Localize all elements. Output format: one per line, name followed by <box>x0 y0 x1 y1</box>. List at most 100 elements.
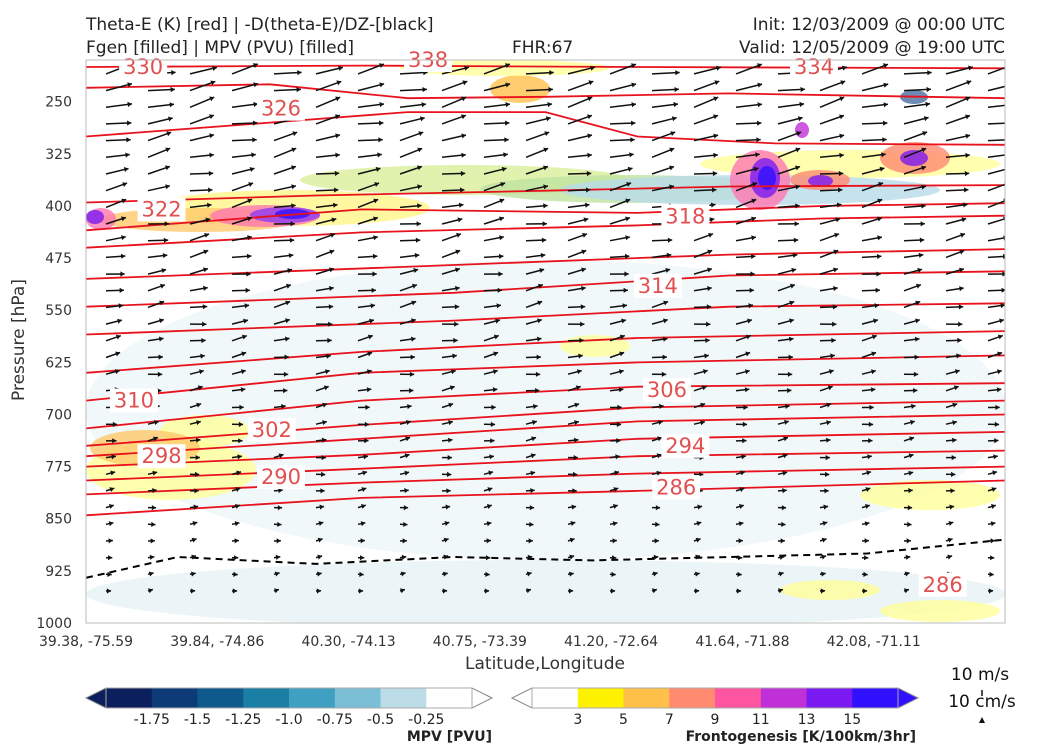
theta-e-line <box>86 413 1005 458</box>
wind-vector-head <box>316 588 322 594</box>
wind-vector-head <box>165 184 170 190</box>
wind-vector-head <box>366 387 372 393</box>
wind-vector-head <box>535 371 541 377</box>
wind-vectors <box>105 63 1014 594</box>
wind-vector-head <box>125 152 130 158</box>
x-axis-label: Latitude,Longitude <box>465 654 625 674</box>
wind-vector-head <box>292 131 298 137</box>
wind-vector <box>651 103 679 109</box>
wind-vector <box>105 82 133 92</box>
x-tick-label: 42.08, -71.11 <box>827 634 921 650</box>
wind-vector-head <box>530 453 536 459</box>
colorbar-segment <box>806 688 853 708</box>
wind-vector-head <box>191 537 197 543</box>
wind-vector-head <box>238 438 243 444</box>
colorbar-outline <box>105 687 473 709</box>
wind-vector <box>945 66 973 75</box>
wind-vector-head <box>836 202 842 208</box>
wind-vector-head <box>661 371 667 377</box>
wind-vector <box>399 103 427 109</box>
wind-vector-head <box>833 249 839 255</box>
wind-vector-head <box>709 217 715 223</box>
wind-vector <box>315 80 342 92</box>
wind-vector <box>231 103 259 109</box>
wind-vector-head <box>210 80 216 86</box>
wind-vector-head <box>670 131 676 136</box>
wind-vector-head <box>288 253 294 259</box>
wind-vector-head <box>412 283 417 289</box>
wind-vector-head <box>702 369 708 375</box>
wind-vector-head <box>369 318 374 324</box>
wind-vector-head <box>1009 63 1014 68</box>
contour-label: 314 <box>638 274 678 298</box>
wind-vector-head <box>712 187 717 193</box>
wind-vector <box>903 71 932 75</box>
wind-vector-head <box>612 555 617 561</box>
wind-vector-head <box>952 402 958 408</box>
wind-vector-head <box>883 63 888 69</box>
colorbar-tick-label: -1.25 <box>225 712 261 728</box>
wind-vector-head <box>964 187 969 193</box>
wind-vector-head <box>883 102 888 108</box>
wind-vector-head <box>540 252 546 258</box>
wind-vector-head <box>411 300 417 306</box>
wind-vector-head <box>630 137 635 143</box>
wind-vector-head <box>290 221 295 227</box>
wind-vector-head <box>580 304 586 310</box>
contour-label: 306 <box>647 378 687 402</box>
wind-vector-head <box>659 403 664 409</box>
wind-vector-head <box>422 87 427 93</box>
wind-vector-head <box>327 337 332 344</box>
wind-vector-head <box>736 588 742 594</box>
wind-vector-head <box>325 369 330 375</box>
wind-vector-head <box>364 421 370 427</box>
wind-vector-head <box>713 133 719 139</box>
wind-vector-head <box>833 286 838 292</box>
wind-vector-head <box>287 268 293 274</box>
contour-label: 286 <box>923 573 963 597</box>
contour-label: 298 <box>141 444 181 468</box>
wind-vector-head <box>367 334 373 340</box>
wind-vector-head <box>234 521 240 527</box>
wind-vector-head <box>629 152 634 158</box>
wind-vector-head <box>375 166 381 172</box>
wind-vector-head <box>490 421 496 427</box>
colorbar-segment <box>852 688 899 708</box>
wind-vector-head <box>165 147 171 153</box>
wind-vector-head <box>528 538 533 544</box>
wind-vector-head <box>203 285 208 291</box>
wind-vector-head <box>458 202 464 208</box>
wind-vector-head <box>373 235 378 241</box>
wind-vector-head <box>913 371 919 377</box>
colorbar-segment <box>669 688 716 708</box>
wind-vector-head <box>191 571 196 577</box>
wind-vector-head <box>112 438 117 444</box>
wind-vector-head <box>334 187 339 193</box>
wind-vector-head <box>876 271 881 277</box>
colorbar-tick-label: -1.5 <box>184 712 211 728</box>
wind-vector-head <box>1006 167 1011 172</box>
wind-vector-head <box>568 588 574 594</box>
wind-vector-head <box>196 420 201 426</box>
wind-vector-head <box>962 202 968 208</box>
wind-vector-head <box>284 336 290 342</box>
wind-vector-head <box>919 237 925 243</box>
wind-vector-head <box>526 571 532 577</box>
wind-vector-head <box>625 235 630 241</box>
wind-vector-head <box>627 166 633 172</box>
wind-vector-head <box>400 571 406 577</box>
wind-vector-head <box>864 555 869 561</box>
wind-vector-head <box>745 369 750 375</box>
wind-vector-head <box>545 116 551 122</box>
wind-vector-head <box>543 184 548 190</box>
wind-vector-head <box>797 116 803 122</box>
wind-vector-head <box>739 487 745 492</box>
wind-vector-head <box>653 554 659 560</box>
wind-vector-head <box>925 101 930 107</box>
wind-vector-head <box>486 521 492 527</box>
wind-vector-head <box>455 285 460 291</box>
wind-vector-head <box>246 253 252 259</box>
wind-vector-head <box>120 253 126 259</box>
wind-vector-head <box>336 80 342 86</box>
